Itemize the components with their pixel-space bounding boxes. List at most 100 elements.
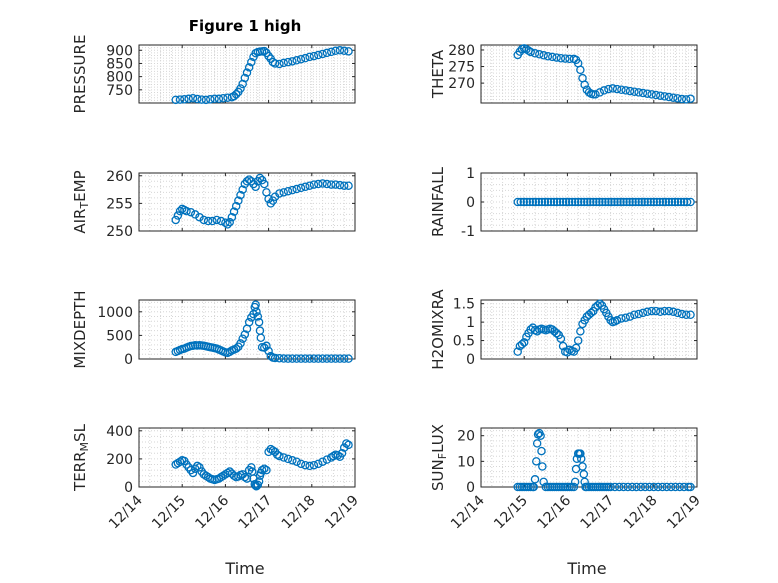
x-tick-label: 12/16 [534, 492, 574, 532]
data-point [193, 94, 202, 104]
data-point [576, 197, 586, 207]
x-tick-label: 12/18 [621, 493, 661, 533]
data-point [598, 197, 607, 207]
y-tick-label: 0 [124, 352, 133, 368]
axes-box [480, 427, 698, 488]
data-point [686, 197, 695, 207]
y-tick-label: 0.5 [453, 334, 475, 350]
data-point [516, 197, 525, 207]
data-point [647, 90, 656, 99]
data-point [335, 354, 345, 363]
data-point [270, 59, 280, 68]
data-point [570, 197, 580, 207]
data-point [630, 310, 639, 319]
data-point [264, 346, 273, 356]
data-point [610, 197, 619, 207]
data-point [513, 347, 522, 356]
data-point [655, 197, 665, 207]
y-tick-label: 900 [106, 43, 133, 59]
y-tick-label: 0 [466, 195, 475, 211]
data-point [231, 90, 241, 99]
data-point [632, 482, 641, 492]
data-point [646, 197, 656, 207]
data-point [668, 93, 678, 102]
x-tick-label: 12/14 [106, 492, 146, 532]
data-point [309, 51, 319, 61]
data-point [543, 52, 553, 61]
data-point [257, 465, 267, 475]
data-point [296, 459, 306, 469]
data-point [560, 54, 570, 63]
data-point [608, 84, 618, 93]
data-point [571, 343, 581, 353]
data-point [556, 334, 566, 343]
data-point [552, 197, 562, 207]
data-point [193, 461, 202, 471]
data-point [558, 341, 568, 351]
data-point [634, 309, 643, 319]
x-tick-label: 12/19 [664, 493, 704, 533]
data-point [322, 455, 332, 464]
data-point [279, 58, 288, 68]
y-tick-label: 250 [106, 224, 133, 240]
data-point [331, 354, 340, 363]
data-point [305, 52, 314, 62]
data-point [301, 354, 310, 363]
data-point [283, 57, 293, 67]
y-axis-label: TERRMSL [71, 423, 91, 492]
data-point [326, 354, 336, 363]
x-tick-label: 12/15 [491, 493, 531, 533]
axes-box [480, 299, 698, 360]
data-point [673, 308, 682, 318]
axes-box [138, 299, 356, 360]
data-point [197, 95, 206, 104]
data-point [344, 181, 353, 190]
data-point [580, 477, 589, 487]
data-point [231, 201, 241, 211]
data-point [301, 460, 310, 470]
panel-4: -1 0 1 RAINFALL [429, 166, 698, 240]
data-point [335, 46, 345, 55]
data-point [292, 354, 301, 363]
data-point [612, 316, 622, 325]
data-point [686, 310, 695, 319]
x-tick-label: 12/18 [279, 493, 319, 533]
data-point [296, 354, 306, 363]
data-point [221, 218, 230, 227]
data-point [227, 212, 237, 222]
data-point [578, 462, 587, 471]
data-point [625, 197, 634, 207]
data-point [225, 467, 234, 476]
data-point [670, 197, 680, 207]
data-point [344, 47, 353, 56]
data-point [681, 310, 691, 319]
data-point [242, 68, 252, 77]
data-point [305, 354, 314, 363]
data-point [244, 317, 254, 327]
data-point [634, 88, 643, 97]
data-point [546, 197, 556, 207]
data-point [326, 47, 336, 57]
data-point [223, 220, 232, 229]
y-axis-label: AIRTEMP [71, 170, 91, 233]
data-point [279, 354, 288, 363]
data-point [292, 184, 301, 194]
data-point [640, 482, 650, 492]
panel-5: 0 500 1000 MIXDEPTH [71, 290, 356, 369]
data-point [622, 197, 631, 207]
data-point [244, 175, 254, 184]
data-point [314, 50, 323, 60]
y-tick-label: 200 [106, 452, 133, 468]
data-point [186, 207, 196, 217]
data-point [606, 482, 615, 492]
data-point [607, 197, 616, 207]
data-point [583, 197, 592, 207]
data-point [653, 482, 663, 492]
data-point [240, 73, 250, 83]
data-point [262, 465, 271, 475]
data-point [309, 460, 319, 470]
data-point [203, 216, 213, 226]
data-point [253, 312, 263, 321]
data-point [201, 95, 211, 105]
y-tick-label: 750 [106, 83, 133, 99]
